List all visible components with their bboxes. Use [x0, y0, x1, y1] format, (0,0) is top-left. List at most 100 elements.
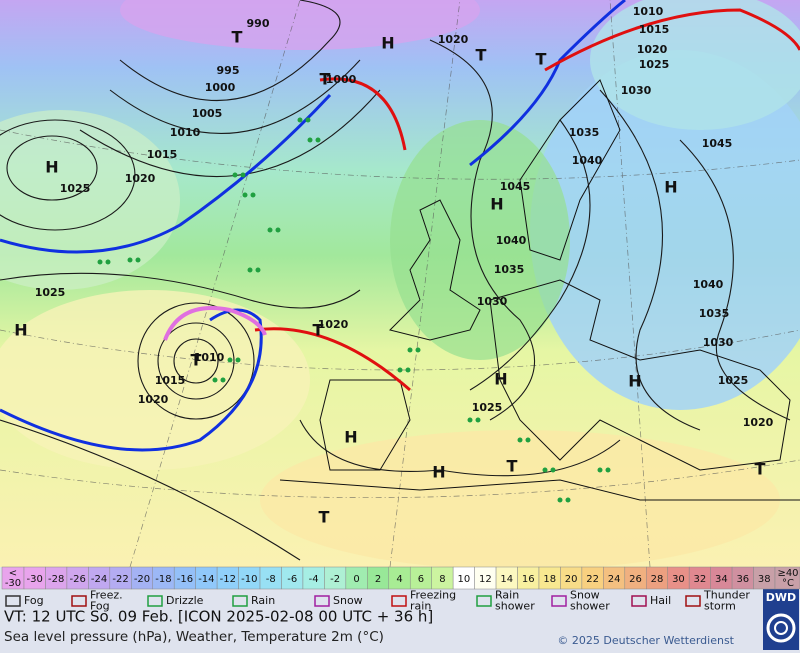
rain-symbol: [97, 259, 103, 265]
scale-high-label: ≥40: [777, 568, 798, 579]
isobar-label: 1010: [633, 5, 664, 18]
pressure-center: H: [664, 178, 677, 197]
isobar-label: 1005: [192, 107, 223, 120]
pressure-center: H: [432, 463, 445, 482]
isobar-label: 1025: [472, 401, 503, 414]
isobar-label: 1020: [138, 393, 169, 406]
pressure-center: H: [344, 428, 357, 447]
legend-label: shower: [570, 600, 610, 613]
isobar-label: 1015: [155, 374, 186, 387]
scale-label: -26: [69, 574, 85, 585]
rain-symbol: [275, 227, 281, 233]
rain-symbol: [127, 257, 133, 263]
pressure-center: T: [313, 321, 324, 340]
isobar-label: 1030: [703, 336, 734, 349]
rain-symbol: [135, 257, 141, 263]
legend-icon: [391, 595, 407, 607]
pressure-center: H: [494, 370, 507, 389]
rain-symbol: [212, 377, 218, 383]
rain-symbol: [250, 192, 256, 198]
scale-low-label: -30: [5, 578, 21, 589]
isobar-label: 990: [247, 17, 270, 30]
rain-symbol: [267, 227, 273, 233]
isobar-label: 1020: [125, 172, 156, 185]
pressure-center: H: [628, 372, 641, 391]
rain-symbol: [255, 267, 261, 273]
pressure-center: T: [319, 508, 330, 527]
scale-label: 34: [715, 574, 728, 585]
scale-label: -6: [287, 574, 297, 585]
legend-icon: [631, 595, 647, 607]
isobar-label: 1025: [60, 182, 91, 195]
valid-time: VT: 12 UTC So. 09 Feb. [ICON 2025-02-08 …: [4, 608, 433, 626]
legend-label: Snow: [570, 589, 600, 602]
map-area: 990 995 1000 1005 1010 1015 1020 1025 1000 1020 10…: [0, 0, 800, 567]
legend-icon: [476, 595, 492, 607]
rain-symbol: [247, 267, 253, 273]
isobar-label: 1015: [639, 23, 670, 36]
pressure-center: T: [507, 457, 518, 476]
scale-label: -20: [134, 574, 150, 585]
rain-symbol: [525, 437, 531, 443]
scale-label: 12: [479, 574, 492, 585]
scale-label: -30: [27, 574, 43, 585]
scale-label: 4: [396, 574, 402, 585]
legend-icon: [232, 595, 248, 607]
isobar-label: 1020: [318, 318, 349, 331]
rain-symbol: [397, 367, 403, 373]
scale-label: -12: [220, 574, 236, 585]
pressure-center: T: [536, 50, 547, 69]
rain-symbol: [550, 467, 556, 473]
rain-symbol: [220, 377, 226, 383]
isobar-label: 1035: [699, 307, 730, 320]
legend-label: Rain: [251, 594, 275, 607]
isobar-label: 1030: [477, 295, 508, 308]
copyright: © 2025 Deutscher Wetterdienst: [557, 634, 734, 647]
rain-symbol: [405, 367, 411, 373]
scale-label: 22: [586, 574, 599, 585]
scale-label: -28: [48, 574, 64, 585]
rain-symbol: [415, 347, 421, 353]
isobar-label: 1040: [693, 278, 724, 291]
isobar-label: 1015: [147, 148, 178, 161]
rain-symbol: [565, 497, 571, 503]
legend-label: Fog: [90, 600, 110, 613]
pressure-center: T: [320, 70, 331, 89]
scale-label: 30: [672, 574, 685, 585]
pressure-center: T: [232, 28, 243, 47]
scale-label: 0: [353, 574, 359, 585]
scale-label: 36: [736, 574, 749, 585]
legend-label: Freez.: [90, 589, 123, 602]
legend-label: rain: [410, 600, 431, 613]
pressure-center: H: [14, 321, 27, 340]
legend-label: shower: [495, 600, 535, 613]
legend-label: Fog: [24, 594, 44, 607]
isobar-label: 1020: [743, 416, 774, 429]
pressure-center: H: [381, 34, 394, 53]
scale-label: 20: [565, 574, 578, 585]
legend-icon: [551, 595, 567, 607]
rain-symbol: [105, 259, 111, 265]
scale-label: 10: [458, 574, 471, 585]
legend-label: Rain: [495, 589, 519, 602]
rain-symbol: [597, 467, 603, 473]
rain-symbol: [232, 172, 238, 178]
isobar-label: 1020: [438, 33, 469, 46]
isobar-label: 1025: [718, 374, 749, 387]
isobar-label: 1035: [569, 126, 600, 139]
isobar-label: 1025: [35, 286, 66, 299]
scale-label: 28: [651, 574, 664, 585]
legend-icon: [314, 595, 330, 607]
legend-label: storm: [704, 600, 736, 613]
rain-symbol: [467, 417, 473, 423]
scale-label: -22: [112, 574, 128, 585]
scale-label: -14: [198, 574, 214, 585]
pressure-center: H: [490, 195, 503, 214]
description: Sea level pressure (hPa), Weather, Tempe…: [4, 629, 384, 645]
scale-label: 24: [608, 574, 621, 585]
isobar-label: 1020: [637, 43, 668, 56]
scale-label: -8: [266, 574, 276, 585]
pressure-center: H: [45, 158, 58, 177]
scale-label: 18: [543, 574, 556, 585]
